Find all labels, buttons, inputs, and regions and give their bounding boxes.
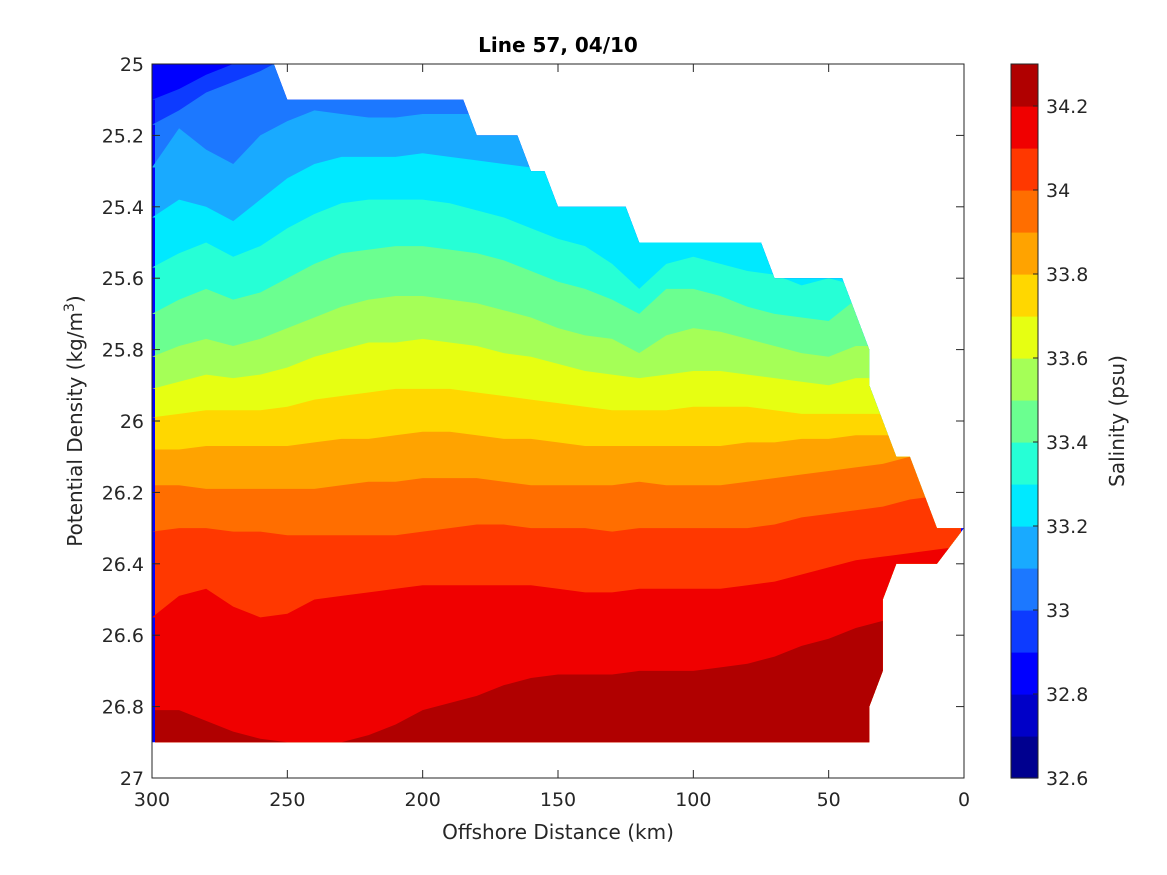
y-tick-label: 26.4 <box>102 554 144 576</box>
x-tick-label: 100 <box>675 789 711 811</box>
y-tick-label: 26.2 <box>102 482 144 504</box>
colorbar-tick-label: 32.8 <box>1046 684 1088 706</box>
colorbar-swatch <box>1011 484 1038 527</box>
colorbar-tick-label: 33.6 <box>1046 348 1088 370</box>
colorbar <box>1011 64 1038 779</box>
colorbar-tick-label: 34.2 <box>1046 96 1088 118</box>
colorbar-swatch <box>1011 358 1038 401</box>
y-tick-label: 27 <box>120 768 144 790</box>
y-axis-label: Potential Density (kg/m3) <box>62 295 87 546</box>
y-axis-ticks: 25 25.2 25.4 25.6 25.8 26 26.2 26.4 26.6 26.8 27 <box>102 54 964 790</box>
colorbar-tick-label: 33.2 <box>1046 516 1088 538</box>
y-tick-label: 26.8 <box>102 697 144 719</box>
colorbar-tick-label: 33.4 <box>1046 432 1088 454</box>
colorbar-swatch <box>1011 568 1038 611</box>
chart-title: Line 57, 04/10 <box>478 33 638 57</box>
y-tick-label: 25.8 <box>102 340 144 362</box>
y-tick-label: 26 <box>120 411 144 433</box>
x-tick-label: 250 <box>269 789 305 811</box>
colorbar-swatch <box>1011 148 1038 191</box>
colorbar-swatch <box>1011 652 1038 695</box>
y-axis-label-end: ) <box>63 295 87 303</box>
x-tick-label: 0 <box>958 789 970 811</box>
colorbar-frame <box>1010 63 1039 779</box>
y-tick-label: 25.4 <box>102 197 144 219</box>
colorbar-swatch <box>1011 694 1038 737</box>
y-tick-label: 25.6 <box>102 268 144 290</box>
y-axis-label-superscript: 3 <box>62 303 78 312</box>
colorbar-swatch <box>1011 64 1038 107</box>
colorbar-swatch <box>1011 526 1038 569</box>
colorbar-swatch <box>1011 316 1038 359</box>
colorbar-label: Salinity (psu) <box>1105 355 1129 487</box>
x-axis-ticks: 300 250 200 150 100 50 0 <box>134 64 970 811</box>
x-axis-label: Offshore Distance (km) <box>442 820 674 844</box>
colorbar-swatch <box>1011 610 1038 653</box>
x-tick-label: 200 <box>405 789 441 811</box>
y-tick-label: 25 <box>120 54 144 76</box>
colorbar-swatch <box>1011 232 1038 275</box>
x-tick-label: 50 <box>817 789 841 811</box>
y-tick-label: 26.6 <box>102 625 144 647</box>
colorbar-tick-label: 32.6 <box>1046 768 1088 790</box>
y-tick-label: 25.2 <box>102 125 144 147</box>
colorbar-tick-label: 33 <box>1046 600 1070 622</box>
colorbar-tick-label: 34 <box>1046 180 1070 202</box>
colorbar-swatch <box>1011 400 1038 443</box>
salinity-band <box>152 563 964 743</box>
colorbar-swatch <box>1011 106 1038 149</box>
x-tick-label: 300 <box>134 789 170 811</box>
colorbar-ticks: 32.6 32.8 33 33.2 33.4 33.6 33.8 34 34.2 <box>1033 96 1088 790</box>
colorbar-tick-label: 33.8 <box>1046 264 1088 286</box>
x-tick-label: 150 <box>540 789 576 811</box>
colorbar-swatch <box>1011 736 1038 779</box>
colorbar-swatch <box>1011 190 1038 233</box>
colorbar-swatch <box>1011 274 1038 317</box>
y-axis-label-main: Potential Density (kg/m <box>63 312 87 547</box>
colorbar-swatch <box>1011 442 1038 485</box>
